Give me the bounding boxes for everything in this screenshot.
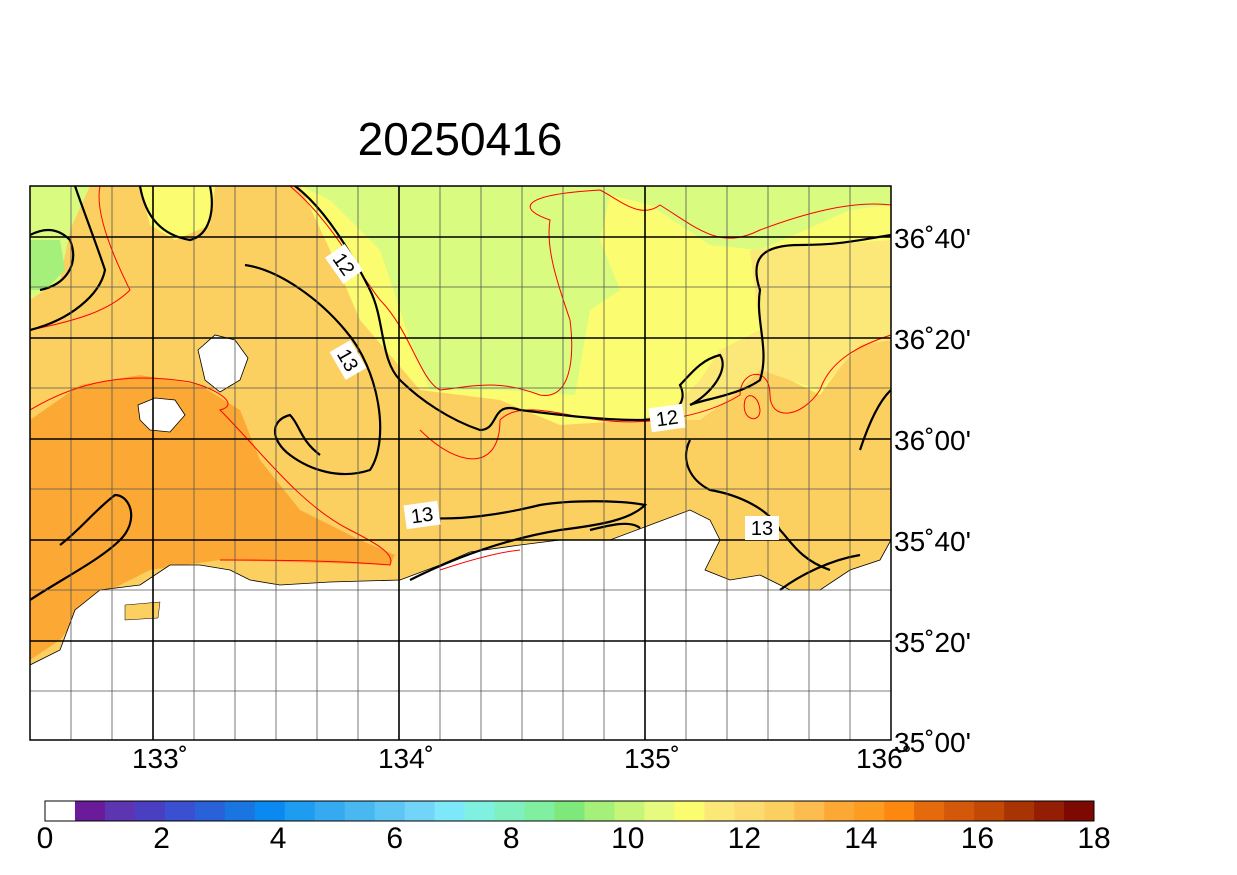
map-frame xyxy=(29,185,892,741)
colorbar-swatch xyxy=(734,801,765,821)
svg-text:13: 13 xyxy=(751,518,773,540)
colorbar-swatch xyxy=(74,801,106,821)
red-contours xyxy=(30,186,891,571)
sst-field: 12 13 12 13 13 xyxy=(30,186,891,740)
lat-label-36-20: 36˚20' xyxy=(894,324,971,355)
colorbar-swatch xyxy=(194,801,226,821)
colorbar-label: 8 xyxy=(503,822,520,855)
colorbar-label: 0 xyxy=(37,822,54,855)
colorbar-swatch xyxy=(164,801,196,821)
lon-label-133: 133˚ xyxy=(132,743,188,774)
colorbar-label: 14 xyxy=(844,822,877,855)
colorbar-swatch xyxy=(374,801,406,821)
colorbar-label: 10 xyxy=(611,822,644,855)
lon-label-136: 136˚ xyxy=(856,743,912,774)
lat-label-35-40: 35˚40' xyxy=(894,526,971,557)
colorbar-swatch xyxy=(104,801,136,821)
colorbar-swatch xyxy=(1034,801,1065,821)
colorbar-swatch xyxy=(1004,801,1035,821)
colorbar-swatch xyxy=(224,801,256,821)
colorbar-swatch xyxy=(644,801,675,821)
colorbar-swatch xyxy=(434,801,466,821)
contour-label-5: 13 xyxy=(745,516,779,540)
east-warm-zone xyxy=(660,240,891,420)
colorbar-label: 12 xyxy=(728,822,761,855)
map-title: 20250416 xyxy=(357,113,563,165)
colorbar-swatch xyxy=(884,801,915,821)
coastal-patch xyxy=(124,601,161,621)
colorbar-swatch xyxy=(314,801,346,821)
island-south xyxy=(137,397,186,433)
island-north xyxy=(197,334,249,393)
colorbar-swatch xyxy=(794,801,825,821)
colorbar-swatch xyxy=(45,801,76,821)
lat-label-36-00: 36˚00' xyxy=(894,425,971,456)
colorbar-label: 18 xyxy=(1077,822,1110,855)
major-grid xyxy=(30,186,891,740)
colorbar-swatch xyxy=(824,801,855,821)
colorbar-label: 4 xyxy=(270,822,287,855)
lon-label-135: 135˚ xyxy=(624,743,680,774)
colorbar-label: 16 xyxy=(961,822,994,855)
colorbar-swatch xyxy=(914,801,945,821)
svg-text:12: 12 xyxy=(655,407,680,432)
colorbar-swatch xyxy=(554,801,585,821)
colorbar-swatch xyxy=(494,801,526,821)
colorbar-swatch xyxy=(614,801,645,821)
colorbar-swatch xyxy=(344,801,376,821)
contour-label-3: 12 xyxy=(648,403,686,433)
colorbar-swatch xyxy=(464,801,496,821)
lat-label-35-20: 35˚20' xyxy=(894,627,971,658)
contour-label-4: 13 xyxy=(403,500,441,530)
warm-zone-14 xyxy=(30,375,395,660)
nw-cold-patch xyxy=(30,240,65,290)
colorbar-swatch xyxy=(764,801,795,821)
colorbar-swatch xyxy=(254,801,286,821)
colorbar-swatch xyxy=(524,801,556,821)
colorbar-swatch xyxy=(284,801,316,821)
minor-grid xyxy=(30,186,891,740)
cool-zone-11 xyxy=(300,186,891,395)
svg-text:13: 13 xyxy=(410,504,435,529)
colorbar-swatch xyxy=(1064,801,1095,821)
contour-label-2: 13 xyxy=(329,340,367,380)
lat-label-35-00: 35˚00' xyxy=(894,727,971,758)
colorbar-swatch xyxy=(974,801,1005,821)
colorbar-swatch xyxy=(404,801,436,821)
lon-label-134: 134˚ xyxy=(378,743,434,774)
colorbar-swatch xyxy=(944,801,975,821)
lat-label-36-40: 36˚40' xyxy=(894,223,971,254)
colorbar-label: 2 xyxy=(153,822,170,855)
colorbar-swatch xyxy=(134,801,166,821)
colorbar-label: 6 xyxy=(386,822,403,855)
colorbar-labels: 0 2 4 6 8 10 12 14 16 18 xyxy=(37,822,1111,855)
colorbar-swatch xyxy=(584,801,615,821)
colorbar-swatch xyxy=(674,801,705,821)
colorbar-frame xyxy=(44,800,1095,822)
colorbar-swatch xyxy=(704,801,735,821)
colorbar xyxy=(44,800,1095,822)
colorbar-swatch xyxy=(854,801,885,821)
black-contours xyxy=(30,186,891,601)
